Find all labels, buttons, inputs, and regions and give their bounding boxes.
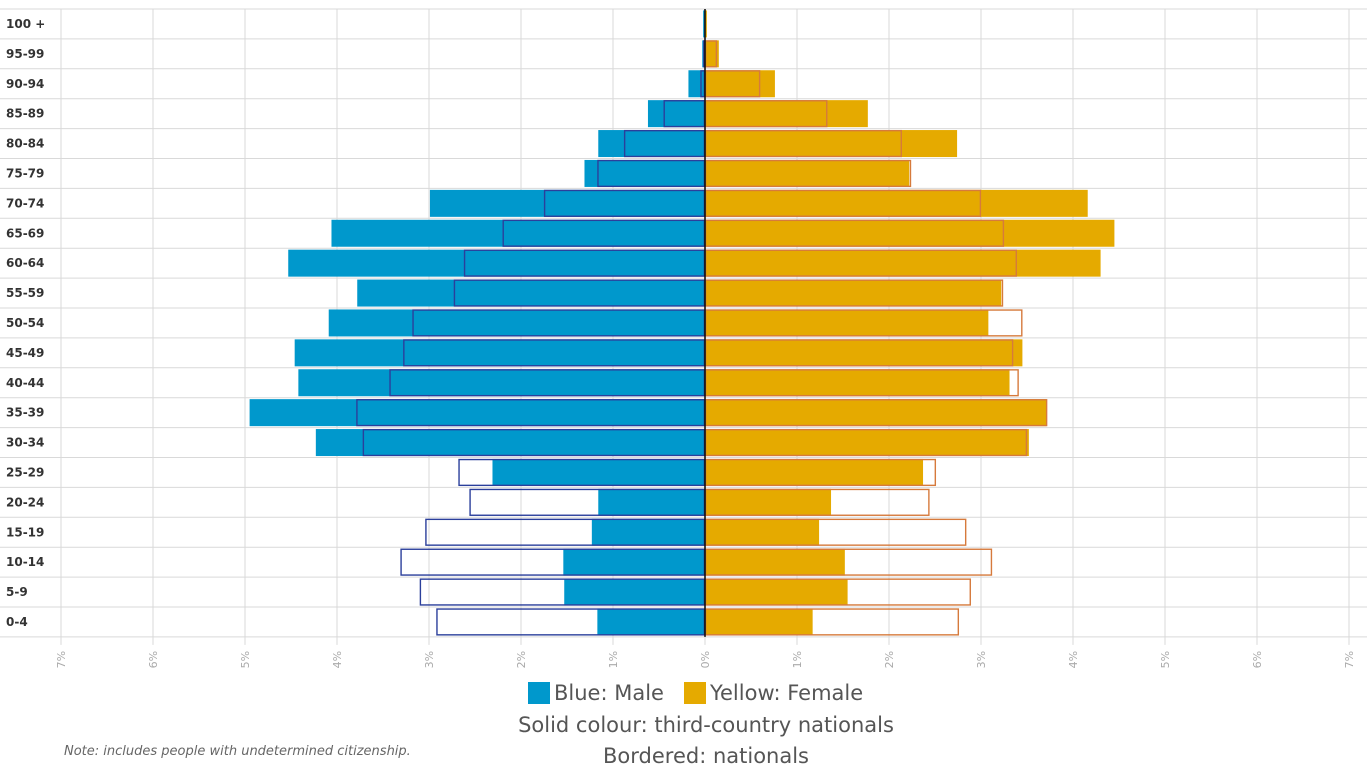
age-label: 30-34 [6,436,44,450]
male-third-country-bar [249,399,705,427]
female-third-country-bar [705,369,1010,397]
female-third-country-bar [705,608,813,636]
age-label: 10-14 [6,555,44,569]
age-label: 20-24 [6,495,44,509]
female-third-country-bar [705,309,989,337]
chart-note: Note: includes people with undetermined … [64,744,411,759]
age-label: 65-69 [6,226,44,240]
x-tick-labels: 7% 6% 5% 4% 3% 2% 1% 0% 1% 2% 3% 4% 5% 6% 7% [55,651,1356,668]
age-label: 95-99 [6,47,44,61]
male-third-country-bar [703,10,705,38]
female-third-country-bar [705,399,1047,427]
legend-item-female: Yellow: Female [683,681,864,705]
age-label: 25-29 [6,465,44,479]
male-third-country-bar [598,488,705,516]
age-label: 5-9 [6,585,28,599]
age-label: 40-44 [6,376,44,390]
female-third-country-bar [705,130,958,158]
x-tick-label: 6% [1251,651,1264,668]
x-tick-label: 4% [1067,651,1080,668]
age-label: 15-19 [6,525,44,539]
female-third-country-bar [705,10,707,38]
age-label: 85-89 [6,107,44,121]
male-third-country-bar [357,279,705,307]
female-third-country-bar [705,159,910,187]
x-tick-label: 2% [515,651,528,668]
age-label: 75-79 [6,166,44,180]
age-label: 70-74 [6,196,44,210]
x-tick-label: 3% [975,651,988,668]
male-third-country-bar [597,608,705,636]
female-third-country-bar [705,339,1023,367]
male-third-country-bar [564,578,705,606]
legend-male-label: Blue: Male [554,681,664,705]
x-tick-label: 6% [147,651,160,668]
female-swatch [683,682,706,704]
x-tick-label: 7% [1343,651,1356,668]
age-label: 90-94 [6,77,44,91]
x-tick-label: 0% [699,651,712,668]
age-label: 100 + [6,17,45,31]
x-tick-label: 1% [607,651,620,668]
female-third-country-bar [705,219,1115,247]
legend-item-male: Blue: Male [528,681,664,705]
male-third-country-bar [331,219,705,247]
female-third-country-bar [705,578,848,606]
male-third-country-bar [288,249,705,277]
age-label: 50-54 [6,316,44,330]
female-third-country-bar [705,189,1088,217]
x-tick-label: 2% [883,651,896,668]
female-third-country-bar [705,548,845,576]
female-third-country-bar [705,279,1002,307]
x-tick-label: 3% [423,651,436,668]
male-third-country-bar [294,339,705,367]
male-third-country-bar [584,159,705,187]
female-third-country-bar [705,249,1101,277]
male-third-country-bar [688,70,705,98]
grid [0,8,1367,645]
female-third-country-bar [705,40,719,68]
age-label: 0-4 [6,615,28,629]
female-third-country-bar [705,458,924,486]
x-tick-label: 1% [791,651,804,668]
legend-female-label: Yellow: Female [709,681,864,705]
male-third-country-bar [563,548,705,576]
bars [249,9,1115,637]
male-third-country-bar [315,429,705,457]
age-label: 45-49 [6,346,44,360]
female-third-country-bar [705,488,832,516]
x-tick-label: 4% [331,651,344,668]
male-third-country-bar [591,518,705,546]
age-label: 80-84 [6,137,44,151]
male-third-country-bar [328,309,705,337]
age-label: 55-59 [6,286,44,300]
age-label: 60-64 [6,256,44,270]
male-third-country-bar [598,130,705,158]
female-third-country-bar [705,70,775,98]
male-third-country-bar [429,189,705,217]
male-third-country-bar [647,100,705,128]
female-third-country-bar [705,429,1029,457]
x-tick-label: 5% [1159,651,1172,668]
male-swatch [528,682,550,704]
legend-solid-label: Solid colour: third-country nationals [518,713,894,737]
female-third-country-bar [705,518,820,546]
female-third-country-bar [705,100,868,128]
age-label: 35-39 [6,406,44,420]
population-pyramid-chart: 100 + 95-99 90-94 85-89 80-84 75-79 70-74 65-69… [0,8,1367,668]
male-third-country-bar [492,458,705,486]
legend-bordered-label: Bordered: nationals [603,744,809,768]
x-tick-label: 7% [55,651,68,668]
male-third-country-bar [298,369,705,397]
legend-gender: Blue: Male Yellow: Female [528,678,883,708]
x-tick-label: 5% [239,651,252,668]
age-group-labels: 100 + 95-99 90-94 85-89 80-84 75-79 70-74 65-69… [6,17,45,629]
